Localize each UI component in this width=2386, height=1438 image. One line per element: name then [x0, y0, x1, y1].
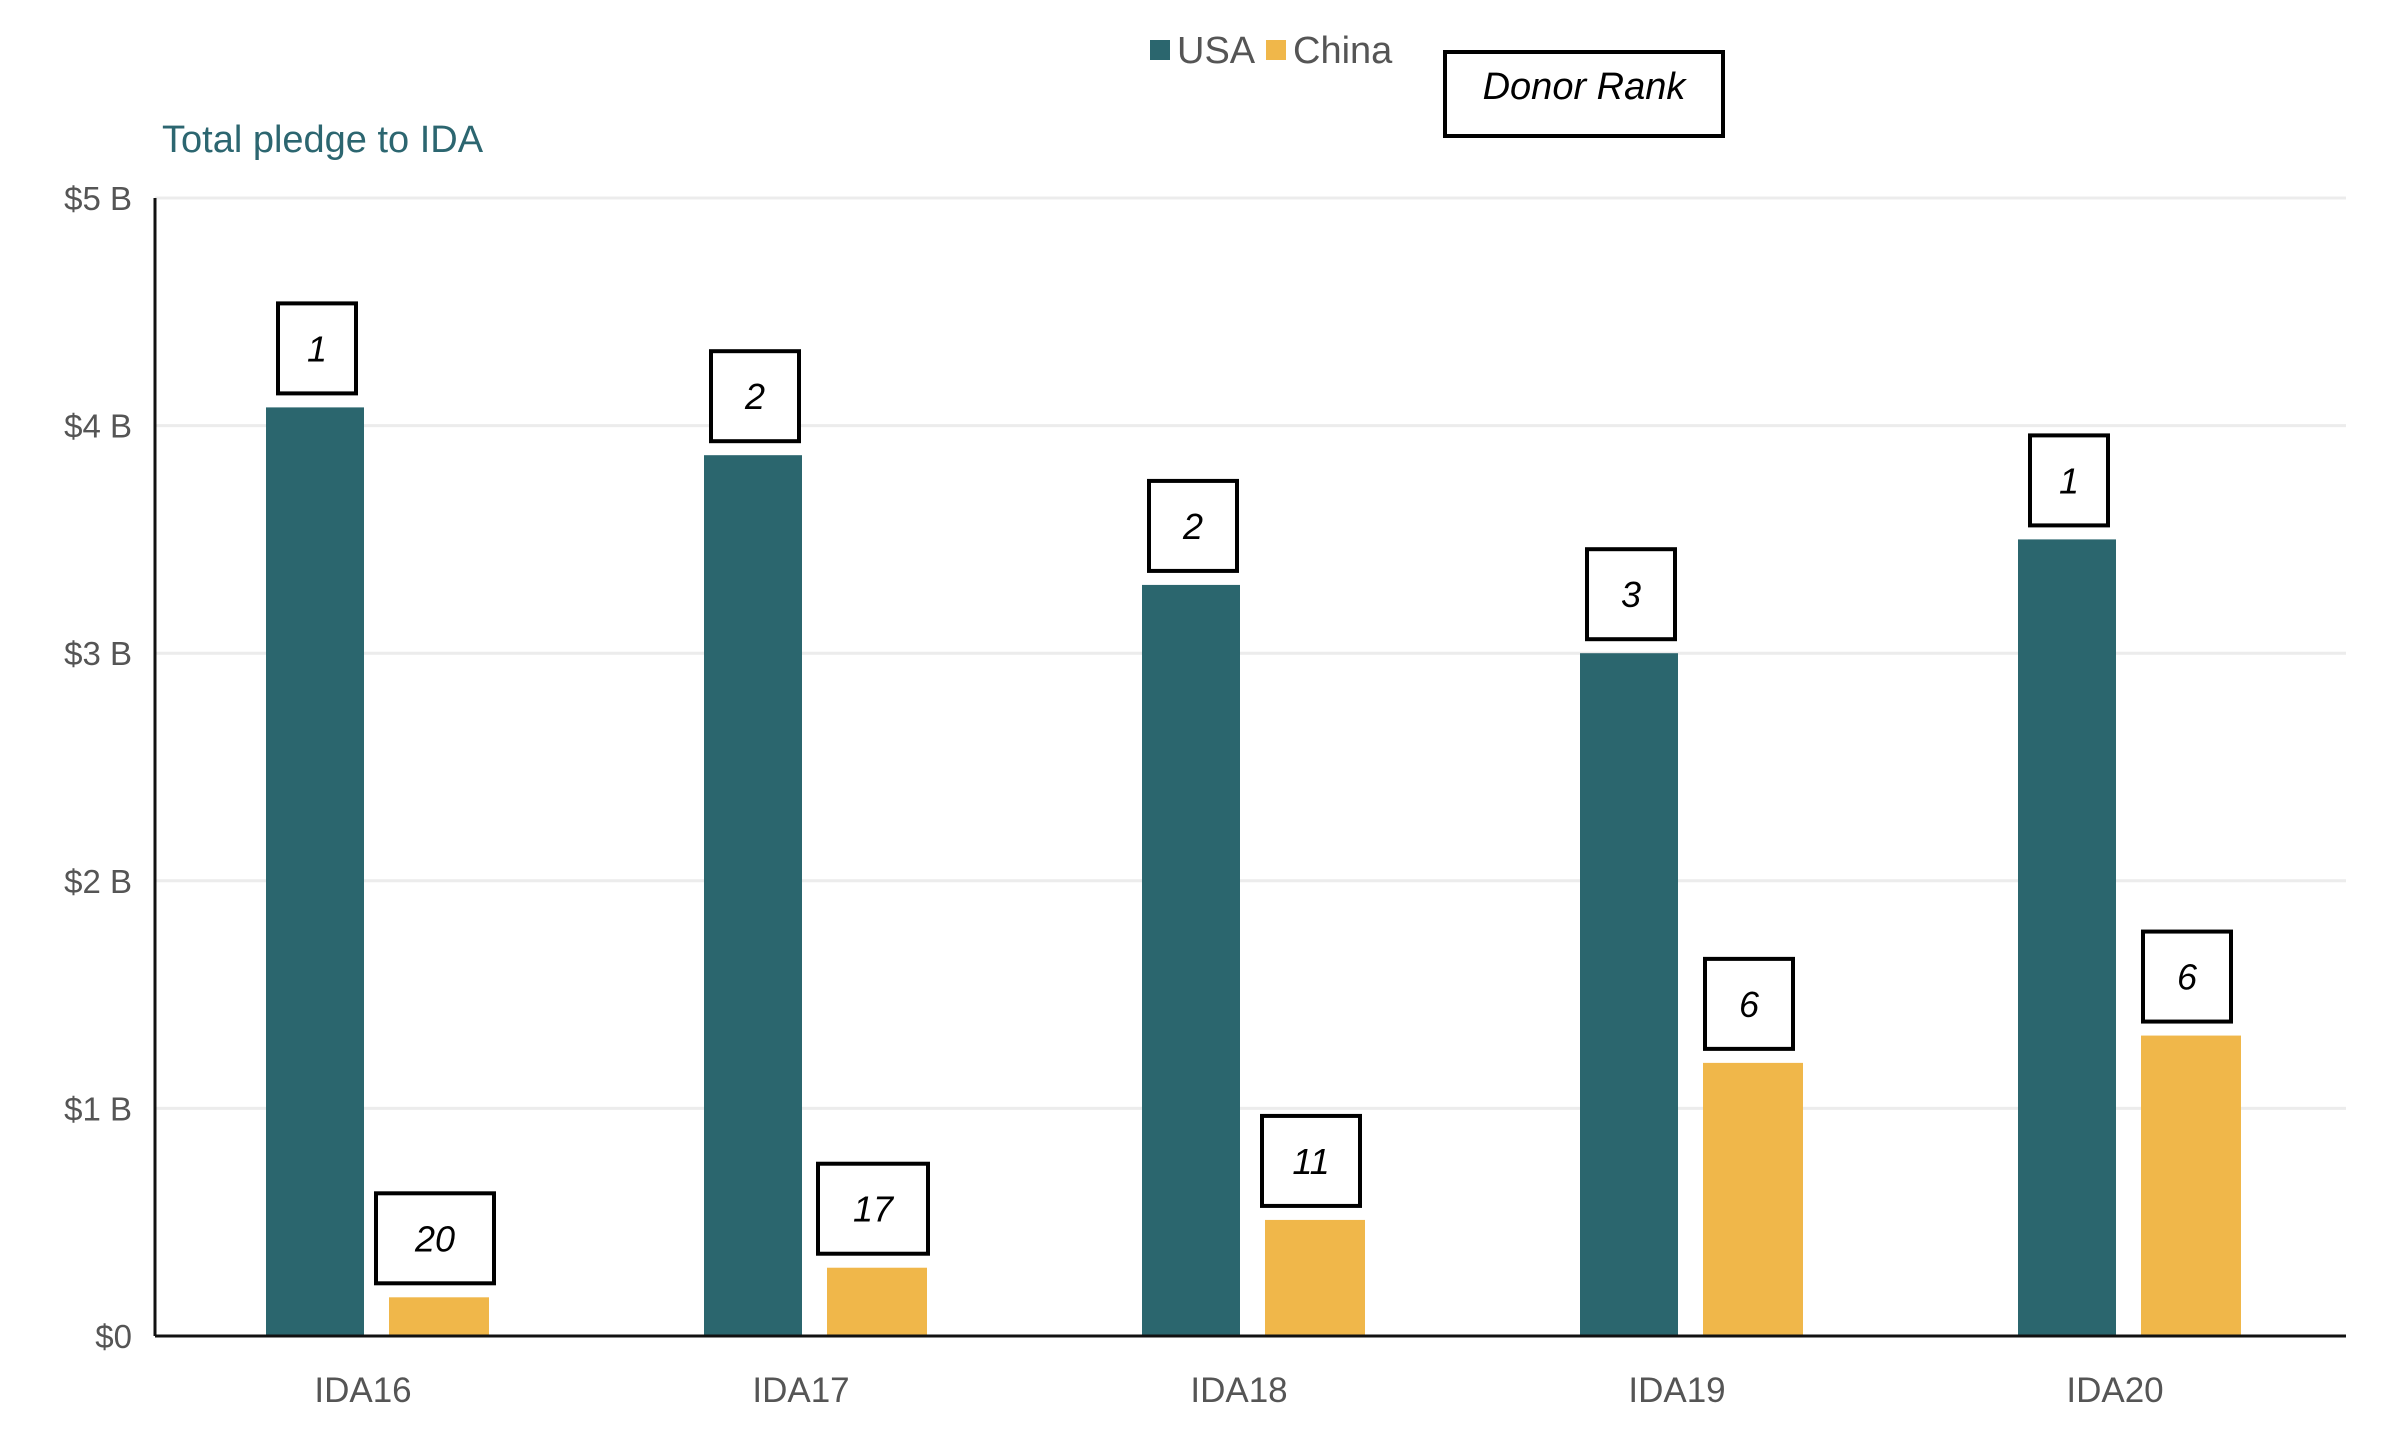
- axes: [153, 198, 2346, 1338]
- donor-rank-title: Donor Rank: [1483, 66, 1688, 108]
- y-tick-label: $1 B: [64, 1090, 132, 1127]
- legend-swatch-china: [1266, 40, 1286, 60]
- legend-label-usa: USA: [1177, 30, 1256, 72]
- bar-china-ida19: [1703, 1062, 1803, 1336]
- x-tick-label: IDA17: [752, 1371, 849, 1410]
- rank-box-usa-ida17: 2: [709, 349, 801, 444]
- rank-box-usa-ida18: 2: [1147, 478, 1239, 573]
- y-tick-label: $0: [95, 1318, 132, 1355]
- bar-usa-ida16: [266, 407, 364, 1337]
- y-tick-label: $4 B: [64, 408, 132, 445]
- rank-box-usa-ida19: 3: [1585, 547, 1677, 642]
- y-tick-label: $3 B: [64, 635, 132, 672]
- rank-label: 6: [2177, 957, 2198, 998]
- bar-usa-ida18: [1142, 584, 1240, 1336]
- bar-china-ida17: [827, 1267, 927, 1336]
- rank-label: 1: [2059, 460, 2079, 501]
- bar-usa-ida19: [1580, 653, 1678, 1336]
- rank-label: 1: [307, 328, 327, 369]
- legend: USA China: [1150, 30, 1393, 72]
- y-axis-ticks: $0 $1 B $2 B $3 B $4 B $5 B: [64, 180, 132, 1355]
- x-tick-label: IDA16: [314, 1371, 411, 1410]
- rank-box-china-ida16: 20: [374, 1191, 496, 1286]
- x-tick-label: IDA19: [1628, 1371, 1725, 1410]
- rank-box-china-ida17: 17: [816, 1161, 930, 1256]
- y-tick-label: $5 B: [64, 180, 132, 217]
- x-tick-label: IDA20: [2066, 1371, 2163, 1410]
- x-axis-categories: IDA16 IDA17 IDA18 IDA19 IDA20: [314, 1371, 2163, 1410]
- donor-rank-title-box: Donor Rank: [1443, 50, 1725, 138]
- bars: [266, 407, 2241, 1337]
- bar-usa-ida20: [2018, 539, 2116, 1336]
- legend-swatch-usa: [1150, 40, 1170, 60]
- rank-label: 3: [1621, 574, 1641, 615]
- bar-china-ida20: [2141, 1035, 2241, 1336]
- rank-label: 2: [1182, 506, 1203, 547]
- rank-annotations: 1 20 2 17 2 11 3 6 1 6: [276, 301, 2233, 1286]
- bar-usa-ida17: [704, 455, 802, 1336]
- rank-label: 6: [1739, 984, 1760, 1025]
- bar-china-ida18: [1265, 1219, 1365, 1336]
- rank-label: 17: [853, 1189, 895, 1230]
- rank-label: 11: [1292, 1141, 1329, 1182]
- y-tick-label: $2 B: [64, 863, 132, 900]
- legend-label-china: China: [1293, 30, 1393, 72]
- rank-box-china-ida19: 6: [1703, 956, 1795, 1051]
- rank-box-usa-ida16: 1: [276, 301, 358, 396]
- y-axis-title: Total pledge to IDA: [162, 119, 484, 161]
- rank-label: 20: [414, 1218, 455, 1259]
- rank-box-china-ida20: 6: [2141, 929, 2233, 1024]
- rank-label: 2: [744, 376, 765, 417]
- rank-box-china-ida18: 11: [1260, 1113, 1362, 1208]
- gridlines: [155, 196, 2346, 1110]
- rank-box-usa-ida20: 1: [2028, 433, 2110, 528]
- x-tick-label: IDA18: [1190, 1371, 1287, 1410]
- bar-china-ida16: [389, 1297, 489, 1336]
